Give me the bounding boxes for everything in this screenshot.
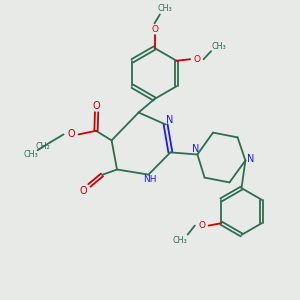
Text: NH: NH <box>143 175 157 184</box>
Text: N: N <box>247 154 254 164</box>
Text: CH₃: CH₃ <box>212 42 226 51</box>
Text: CH₃: CH₃ <box>158 4 172 13</box>
Text: CH₂: CH₂ <box>35 142 50 151</box>
Text: O: O <box>80 185 87 196</box>
Text: N: N <box>192 144 200 154</box>
Text: O: O <box>93 101 101 111</box>
Text: O: O <box>194 55 200 64</box>
Text: CH₃: CH₃ <box>172 236 187 245</box>
Text: CH₃: CH₃ <box>23 150 38 159</box>
Text: N: N <box>166 115 173 125</box>
Text: O: O <box>67 129 75 140</box>
Text: O: O <box>198 221 205 230</box>
Text: O: O <box>151 25 158 34</box>
